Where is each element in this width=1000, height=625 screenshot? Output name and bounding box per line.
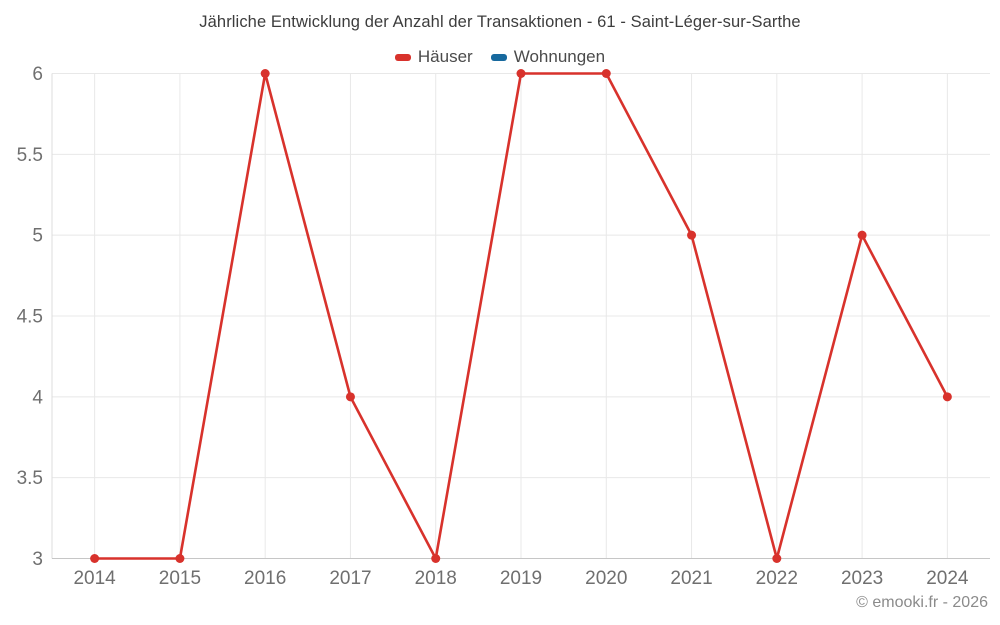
data-point-häuser-2018[interactable] (431, 554, 441, 563)
data-point-häuser-2019[interactable] (516, 69, 526, 78)
x-tick-label: 2020 (585, 568, 627, 589)
legend-item-hauser[interactable]: Häuser (394, 47, 473, 67)
x-tick-label: 2024 (926, 568, 969, 589)
y-tick-label: 3.5 (17, 468, 43, 489)
x-tick-label: 2021 (670, 568, 712, 589)
y-tick-label: 6 (32, 64, 43, 85)
y-tick-label: 4 (32, 387, 43, 408)
x-tick-label: 2015 (159, 568, 201, 589)
legend-label-hauser: Häuser (417, 47, 473, 66)
data-point-häuser-2023[interactable] (857, 230, 867, 240)
data-point-häuser-2015[interactable] (175, 554, 185, 563)
legend-label-wohnungen: Wohnungen (513, 47, 606, 66)
wohnungen-series-swatch (490, 53, 507, 61)
y-tick-label: 4.5 (17, 307, 43, 328)
x-tick-label: 2018 (415, 568, 457, 589)
x-tick-label: 2014 (73, 568, 116, 589)
data-point-häuser-2016[interactable] (260, 69, 270, 78)
x-tick-label: 2019 (500, 568, 542, 589)
x-tick-label: 2023 (841, 568, 883, 589)
data-point-häuser-2024[interactable] (942, 392, 952, 402)
copyright: © emooki.fr - 2026 (856, 594, 988, 611)
data-point-häuser-2020[interactable] (601, 69, 611, 78)
legend-item-wohnungen[interactable]: Wohnungen (490, 47, 606, 67)
data-point-häuser-2014[interactable] (90, 554, 100, 563)
y-tick-label: 3 (32, 549, 43, 570)
chart-title: Jährliche Entwicklung der Anzahl der Tra… (199, 13, 801, 31)
hauser-series-swatch (394, 53, 411, 61)
y-tick-label: 5.5 (17, 145, 43, 166)
data-point-häuser-2022[interactable] (772, 554, 782, 563)
y-tick-label: 5 (32, 226, 43, 247)
x-tick-label: 2022 (756, 568, 798, 589)
x-tick-label: 2016 (244, 568, 286, 589)
chart-legend: Häuser Wohnungen (0, 47, 1000, 67)
data-point-häuser-2021[interactable] (687, 230, 697, 240)
x-tick-label: 2017 (329, 568, 371, 589)
data-point-häuser-2017[interactable] (345, 392, 355, 402)
